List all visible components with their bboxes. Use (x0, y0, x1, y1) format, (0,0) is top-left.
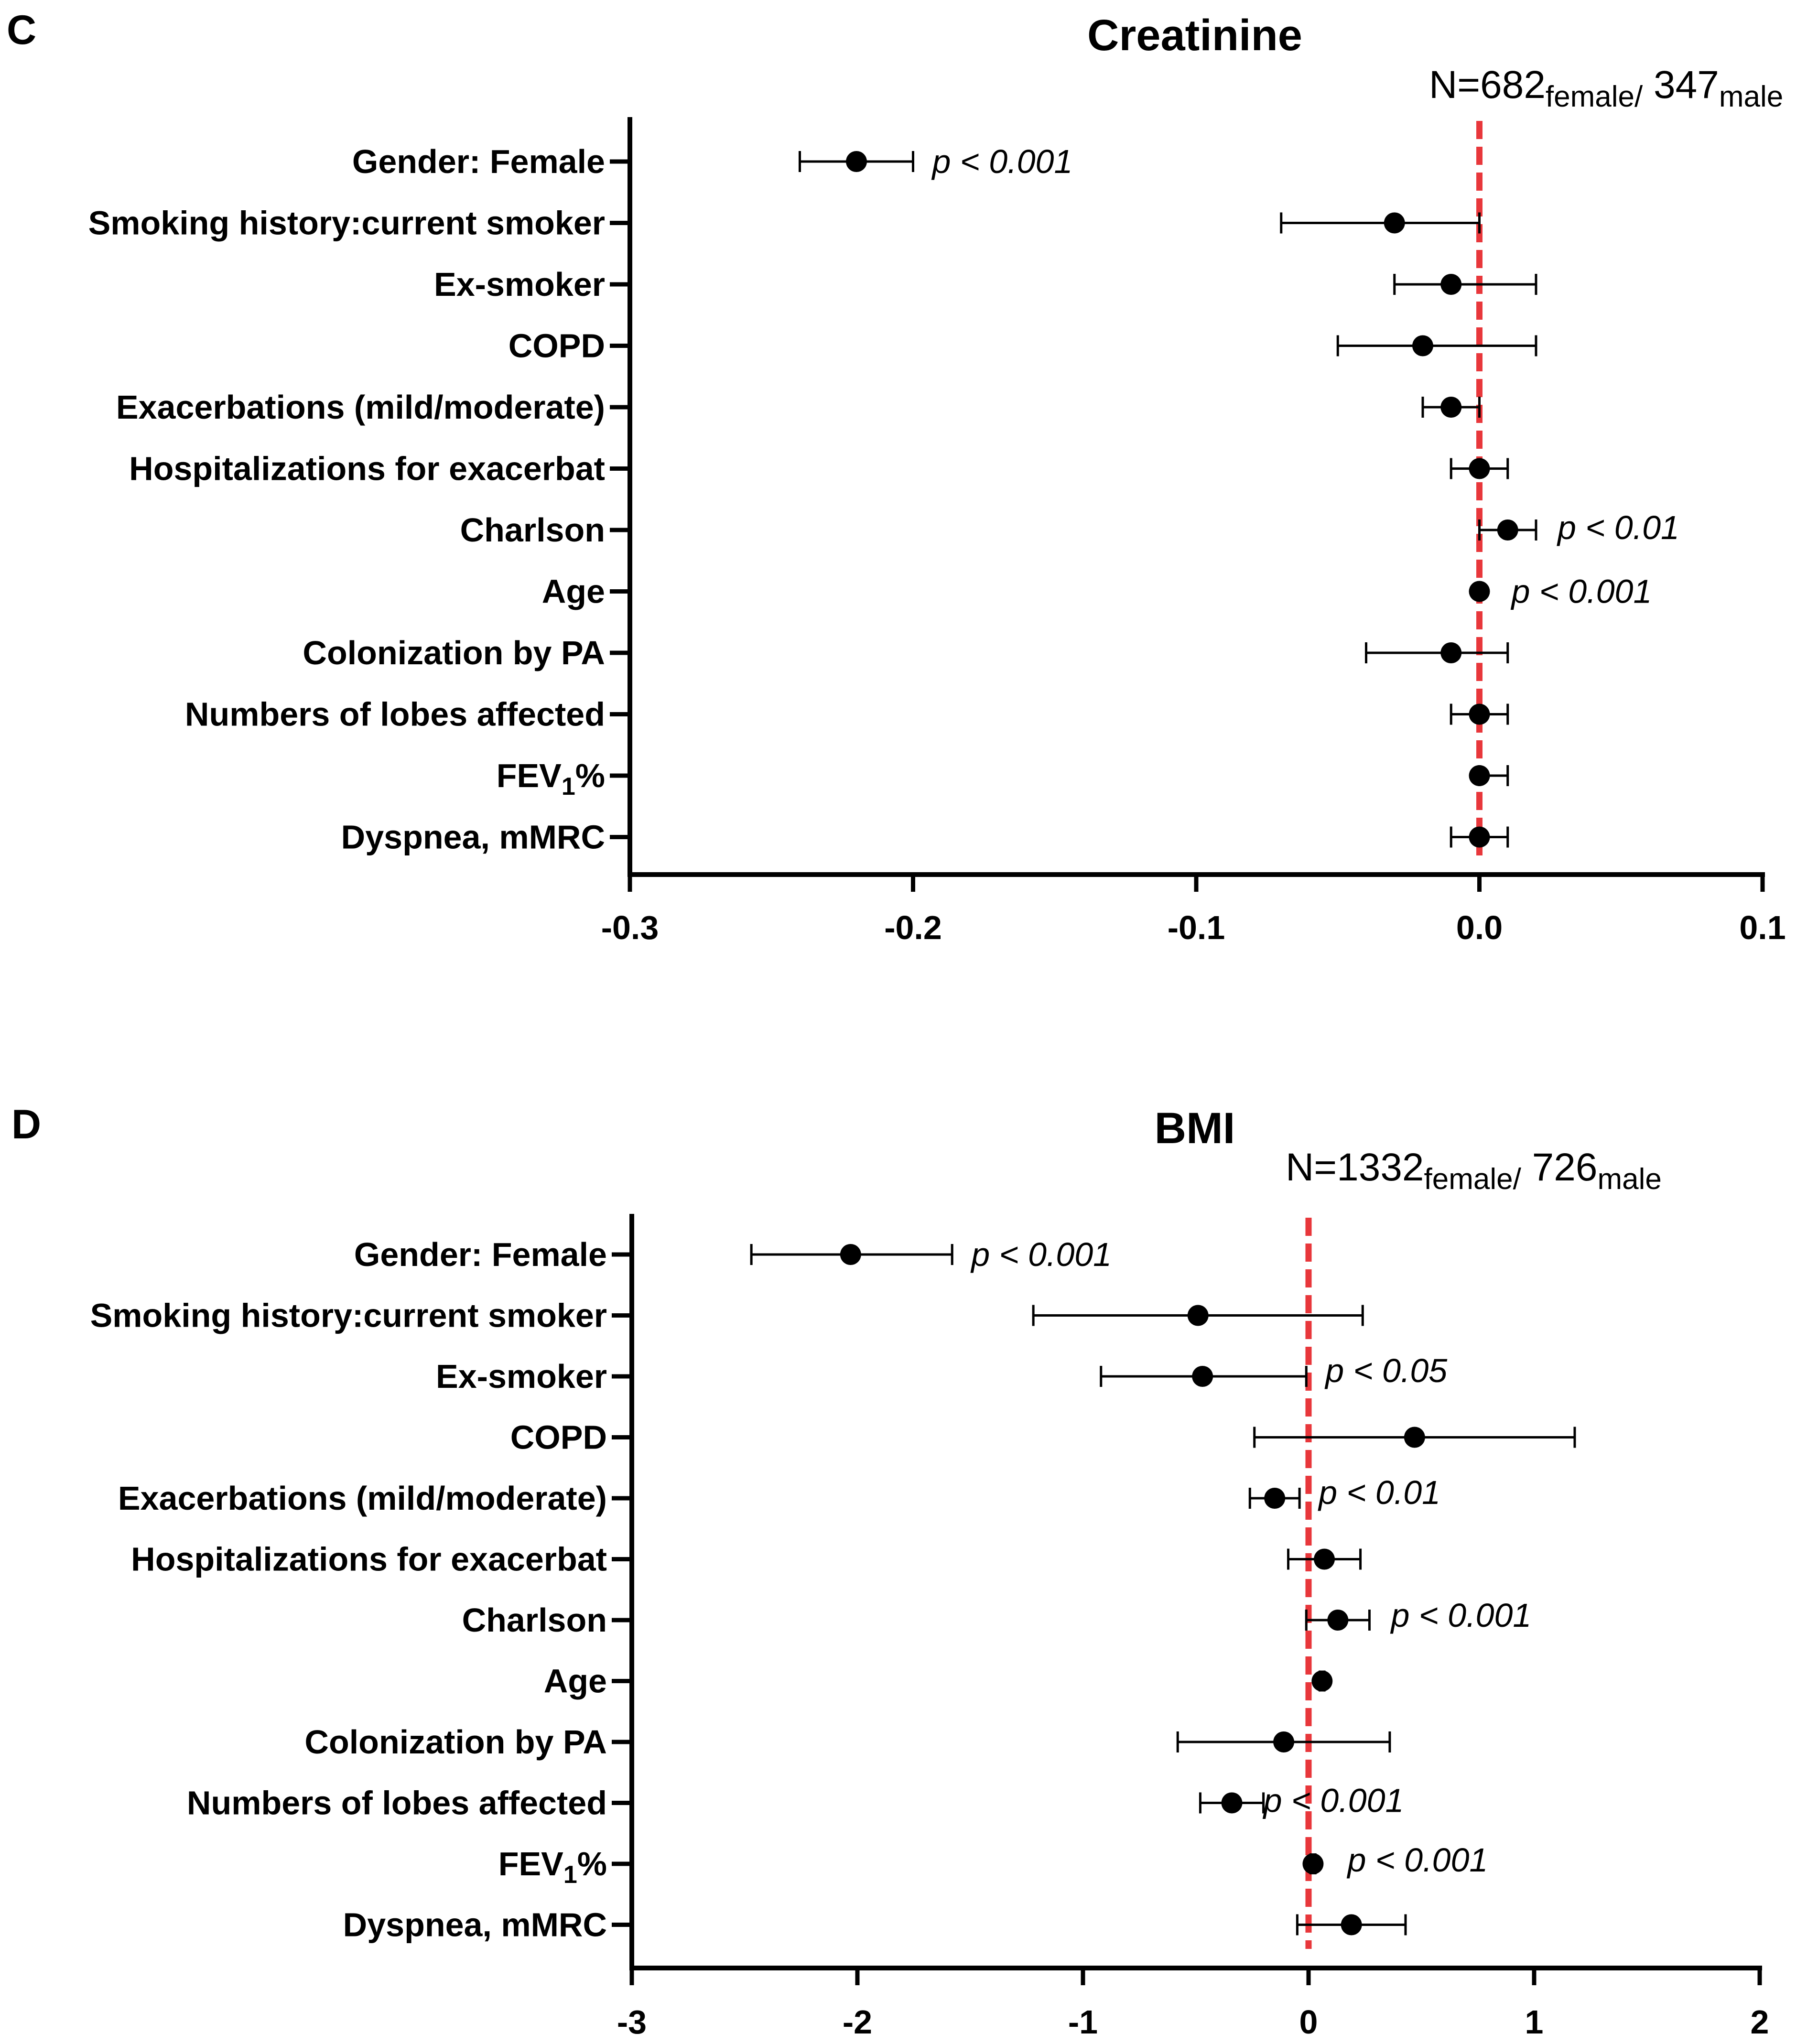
point-estimate (1192, 1366, 1213, 1387)
p-value-label: p < 0.01 (1318, 1474, 1440, 1511)
p-value-label: p < 0.01 (1557, 509, 1679, 546)
point-estimate (1221, 1792, 1243, 1814)
x-tick-label: 0.0 (1456, 909, 1503, 946)
point-estimate (1327, 1610, 1349, 1631)
point-estimate (1264, 1488, 1286, 1509)
p-value-label: p < 0.001 (1263, 1782, 1404, 1819)
row-label: Exacerbations (mild/moderate) (116, 389, 605, 426)
row-label: Smoking history:current smoker (88, 205, 605, 242)
x-tick-label: 1 (1525, 2003, 1544, 2041)
panel-d: D BMI N=1332female/ 726male -3 -2 -1 0 1 2 Gender… (11, 1102, 1769, 2041)
row-label: Age (544, 1663, 607, 1700)
panel-c: C Creatinine N=682female/ 347male -0.3 -0.2 -… (7, 7, 1786, 946)
row-label: Numbers of lobes affected (185, 696, 605, 733)
row-label: Numbers of lobes affected (187, 1784, 607, 1822)
row-label: Hospitalizations for exacerbat (129, 450, 605, 487)
p-value-label: p < 0.001 (1346, 1841, 1488, 1879)
row-label: Colonization by PA (303, 634, 605, 671)
point-estimate (1302, 1853, 1324, 1874)
row-label: Smoking history:current smoker (90, 1297, 607, 1334)
x-tick-label: -0.3 (601, 909, 659, 946)
row-label: COPD (510, 1419, 607, 1456)
point-estimate (1311, 1670, 1333, 1692)
row-label: FEV1% (497, 757, 605, 800)
sample-size-label: N=1332female/ 726male (1286, 1146, 1662, 1196)
point-estimate (1497, 519, 1518, 541)
row-label: Gender: Female (354, 1236, 607, 1273)
row-label: Dyspnea, mMRC (341, 819, 605, 856)
row-label: Dyspnea, mMRC (343, 1906, 607, 1944)
row-label: Ex-smoker (434, 266, 605, 303)
x-tick-label: 0.1 (1739, 909, 1786, 946)
x-tick-label: 2 (1751, 2003, 1769, 2041)
point-estimate (1187, 1305, 1209, 1326)
point-estimate (1273, 1731, 1295, 1752)
x-tick-label: 0 (1299, 2003, 1318, 2041)
point-estimate (1469, 581, 1490, 602)
row-label: Hospitalizations for exacerbat (131, 1541, 607, 1578)
point-estimate (1384, 212, 1405, 234)
point-estimate (1440, 642, 1462, 663)
p-value-label: p < 0.001 (970, 1236, 1112, 1273)
chart-title: Creatinine (1087, 11, 1302, 60)
p-value-label: p < 0.05 (1324, 1352, 1448, 1389)
row-label: Colonization by PA (304, 1723, 607, 1761)
p-value-label: p < 0.001 (931, 143, 1073, 180)
point-estimate (1469, 458, 1490, 479)
x-tick-label: -0.2 (884, 909, 942, 946)
point-estimate (1440, 397, 1462, 418)
row-label: Exacerbations (mild/moderate) (118, 1480, 607, 1517)
row-label: COPD (509, 327, 605, 365)
point-estimate (1469, 703, 1490, 725)
row-label: Gender: Female (352, 143, 605, 180)
point-estimate (846, 151, 867, 172)
sample-size-label: N=682female/ 347male (1429, 63, 1783, 113)
point-estimate (1404, 1427, 1425, 1448)
point-estimate (1412, 335, 1433, 357)
row-label: FEV1% (498, 1845, 607, 1889)
point-estimate (1314, 1548, 1335, 1570)
chart-title: BMI (1155, 1104, 1235, 1153)
x-tick-label: -0.1 (1168, 909, 1225, 946)
point-estimate (1469, 765, 1490, 786)
p-value-label: p < 0.001 (1511, 573, 1652, 610)
panel-letter: C (7, 7, 36, 53)
x-tick-label: -1 (1068, 2003, 1098, 2041)
panel-letter: D (11, 1102, 41, 1147)
row-label: Ex-smoker (436, 1358, 607, 1395)
point-estimate (1341, 1914, 1362, 1936)
point-estimate (840, 1244, 861, 1265)
point-estimate (1469, 826, 1490, 848)
point-estimate (1440, 274, 1462, 295)
x-tick-label: -3 (617, 2003, 647, 2041)
p-value-label: p < 0.001 (1390, 1597, 1531, 1634)
row-label: Charlson (460, 511, 605, 549)
x-tick-label: -2 (843, 2003, 872, 2041)
row-label: Charlson (462, 1601, 607, 1639)
row-label: Age (542, 573, 605, 610)
